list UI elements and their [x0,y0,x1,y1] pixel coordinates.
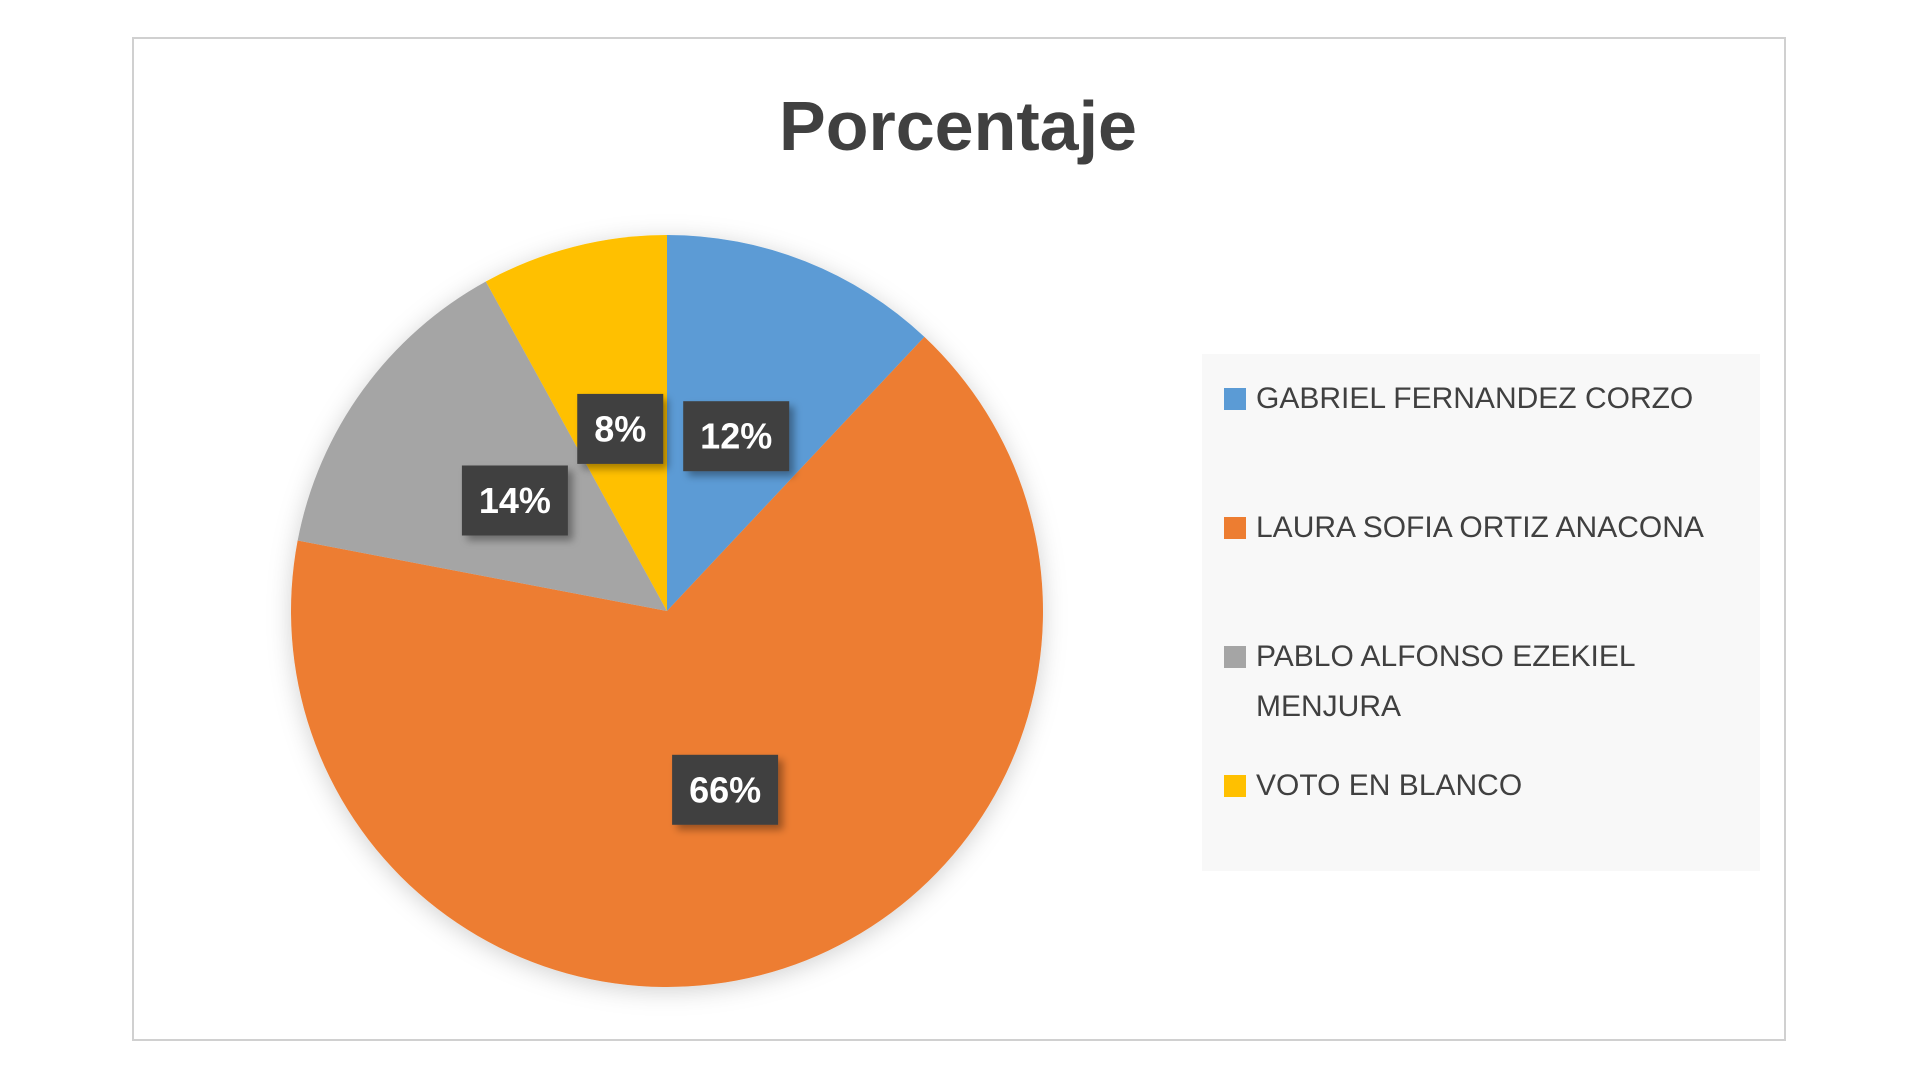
legend-label: GABRIEL FERNANDEZ CORZO [1256,382,1694,415]
pie-slice [667,235,925,611]
pie-slice [485,235,667,611]
legend-entry: GABRIEL FERNANDEZ CORZO [1224,380,1760,509]
chart-frame [132,37,1786,1041]
legend-swatch [1224,517,1246,539]
data-labels: 12% 66% 14% 8% [461,393,790,825]
data-label-box [577,393,664,464]
legend: GABRIEL FERNANDEZ CORZO LAURA SOFIA ORTIZ… [1202,354,1760,871]
pie-slice [291,336,1043,988]
data-label-text: 14% [479,480,551,521]
legend-label: PABLO ALFONSO EZEKIEL MENJURA [1256,640,1635,723]
data-label-text: 66% [689,769,761,810]
legend-entry: LAURA SOFIA ORTIZ ANACONA [1224,509,1760,638]
data-label-box [672,754,779,825]
legend-swatch [1224,388,1246,410]
legend-label: VOTO EN BLANCO [1256,769,1523,802]
data-label-box [683,401,790,472]
data-label: 66% [672,754,779,825]
data-label: 8% [577,393,664,464]
legend-swatch [1224,775,1246,797]
legend-entry: VOTO EN BLANCO [1224,767,1760,896]
data-label-box [461,465,568,536]
chart-title: Porcentaje [779,87,1137,165]
data-label-text: 8% [594,408,646,449]
pie [291,235,1043,988]
legend-label: LAURA SOFIA ORTIZ ANACONA [1256,511,1704,544]
data-label: 12% [683,401,790,472]
legend-entry: PABLO ALFONSO EZEKIEL MENJURA [1224,638,1760,767]
data-label: 14% [461,465,568,536]
data-label-text: 12% [700,416,772,457]
legend-swatch [1224,646,1246,668]
pie-slice [297,281,667,611]
